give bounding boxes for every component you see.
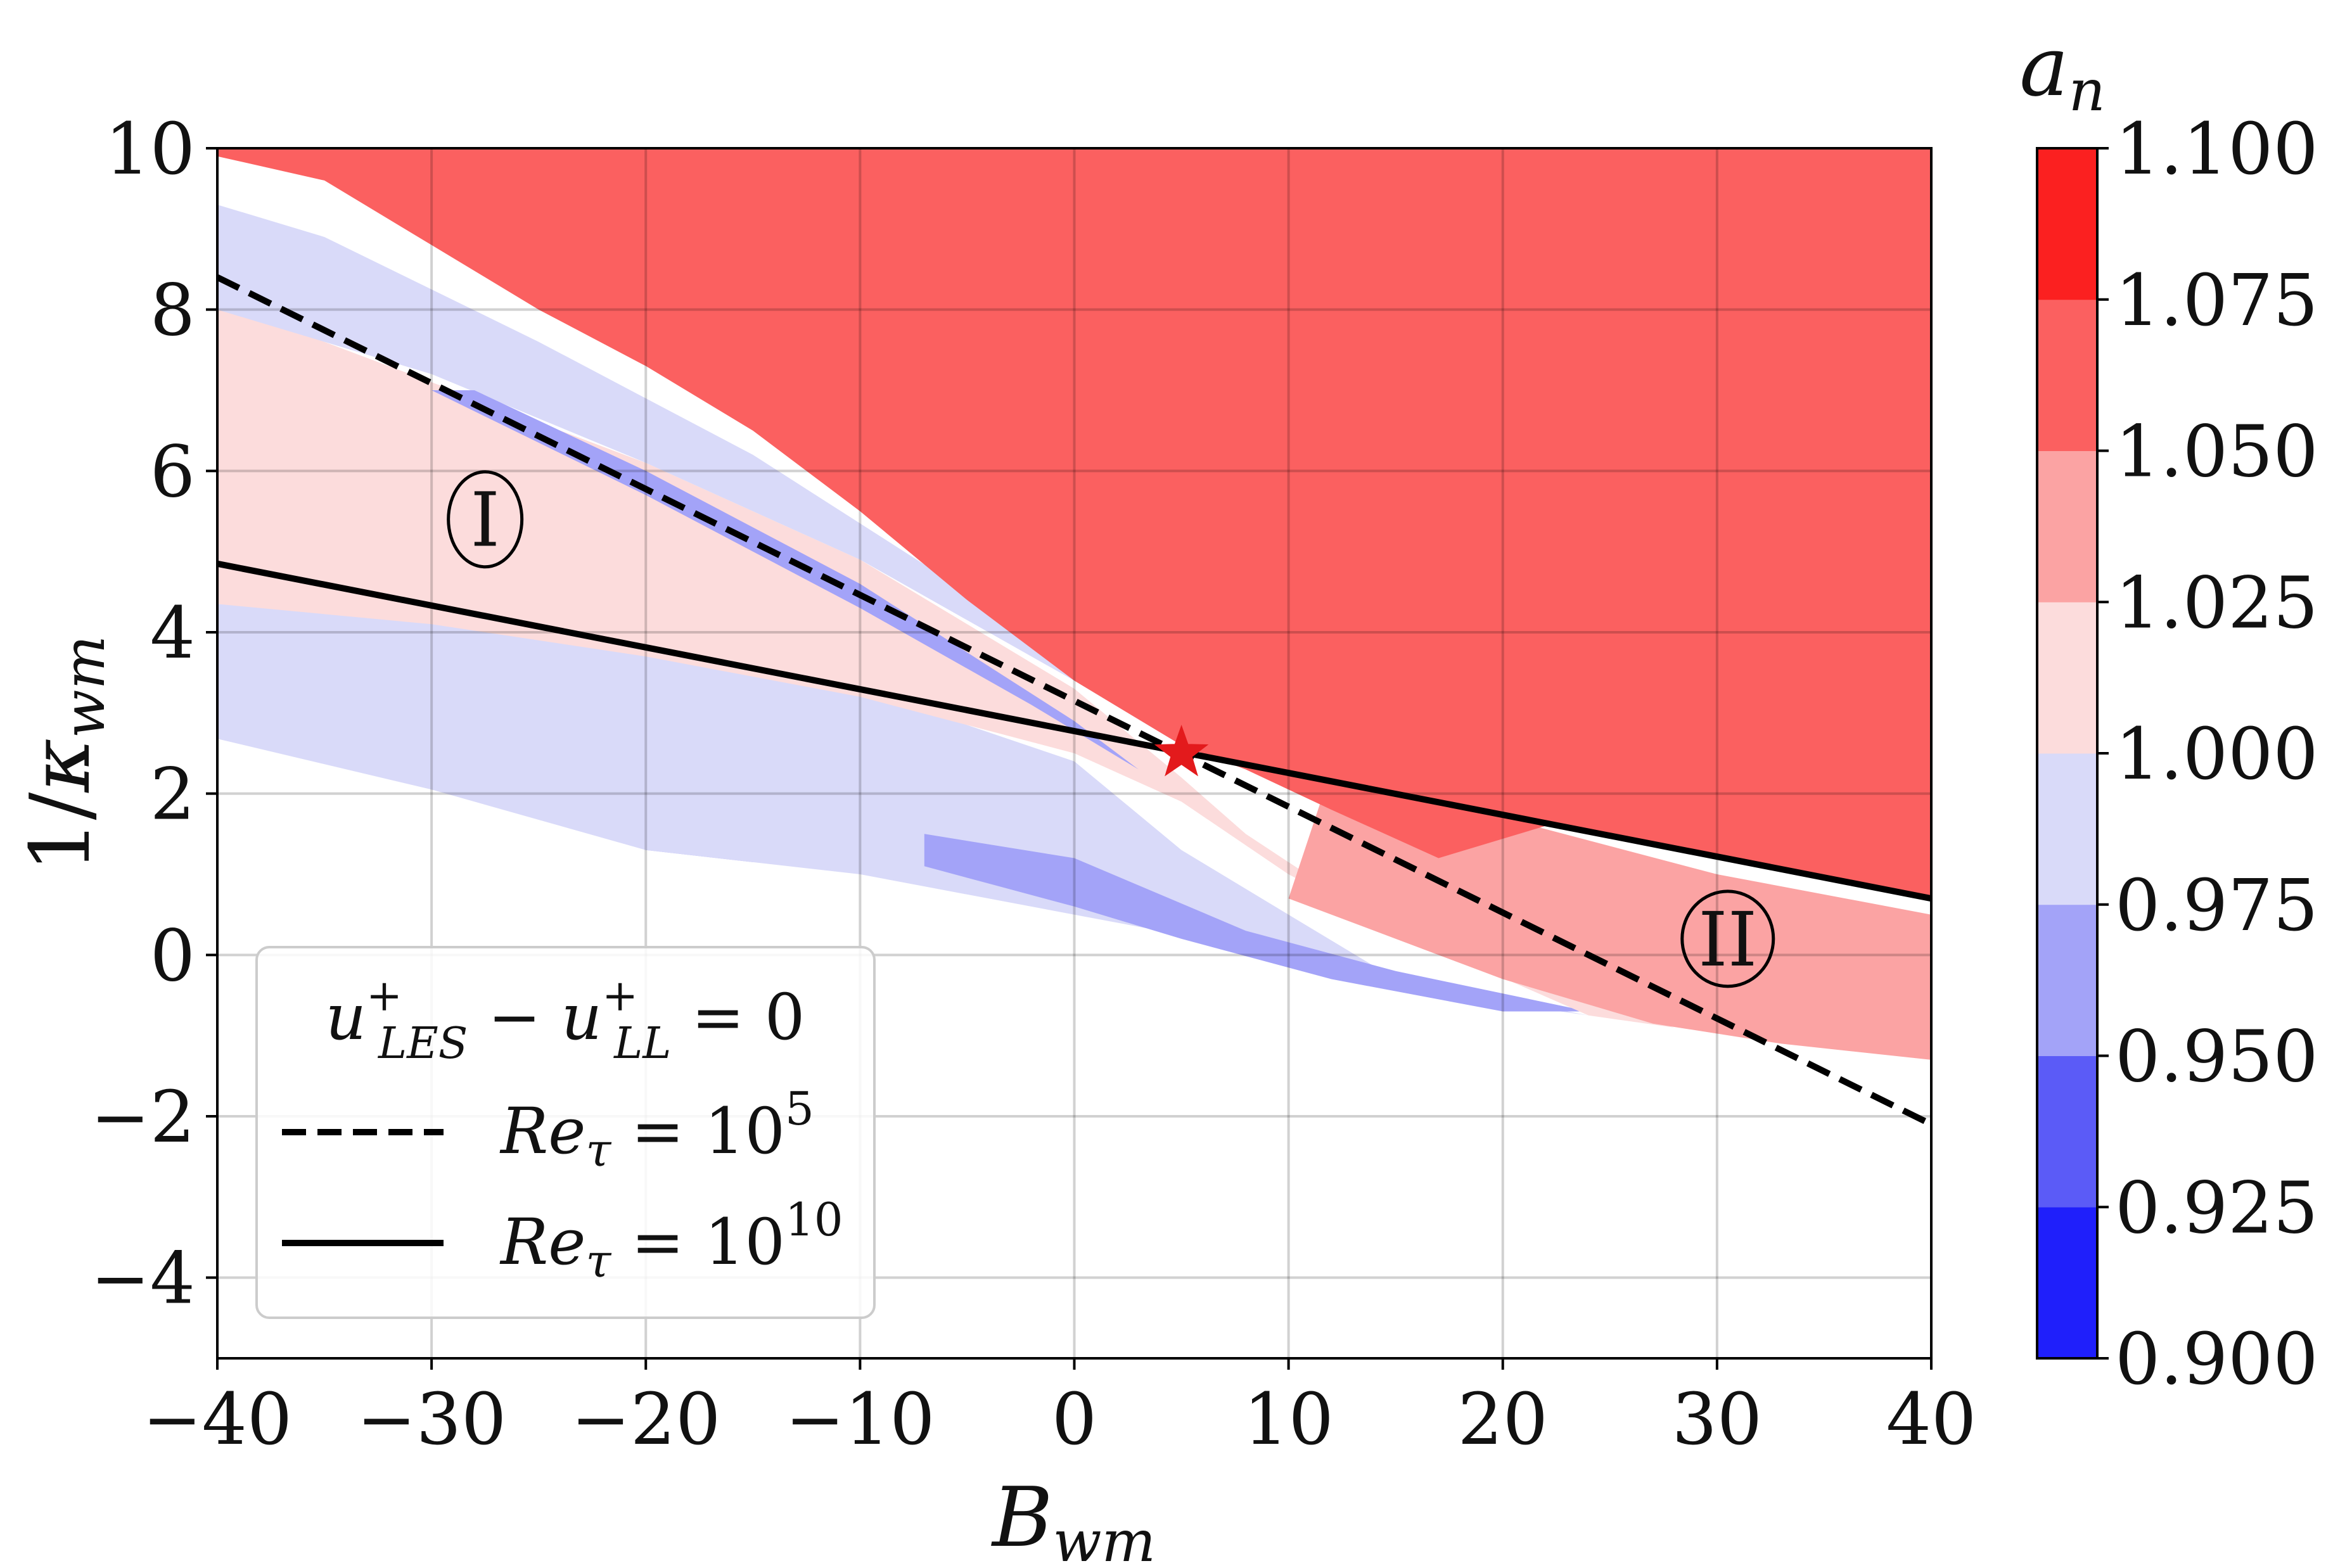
heatmap-area bbox=[217, 148, 1931, 1060]
colorbar-tick-label-4: 1.000 bbox=[2115, 713, 2318, 796]
colorbar-tick-label-3: 0.975 bbox=[2115, 865, 2318, 947]
region-label-II: II bbox=[1698, 896, 1757, 983]
x-tick-label-5: 10 bbox=[1243, 1379, 1334, 1461]
legend-box bbox=[255, 946, 876, 1319]
region-circle-II bbox=[1680, 889, 1775, 988]
y-tick-label-5: 6 bbox=[150, 431, 195, 513]
x-tick-label-7: 30 bbox=[1672, 1379, 1763, 1461]
region-labels: III bbox=[447, 470, 1775, 988]
y-tick-label-3: 2 bbox=[150, 754, 195, 836]
colorbar-cell-2 bbox=[2037, 904, 2097, 1056]
colorbar-tick-label-5: 1.025 bbox=[2115, 562, 2318, 644]
x-tick-label-8: 40 bbox=[1886, 1379, 1977, 1461]
y-axis-label: 1/κwm bbox=[12, 635, 118, 872]
colorbar-tick-label-2: 0.950 bbox=[2115, 1016, 2318, 1099]
colorbar-cell-4 bbox=[2037, 602, 2097, 754]
colorbar-tick-label-6: 1.050 bbox=[2115, 411, 2318, 494]
series-line-solid bbox=[217, 560, 1931, 902]
x-axis-ticks: −40 −30 −20 −10 0 10 20 30 40 bbox=[143, 1358, 1976, 1461]
colorbar-cell-0 bbox=[2037, 1207, 2097, 1359]
y-tick-label-6: 8 bbox=[150, 270, 195, 352]
y-tick-label-0: −4 bbox=[91, 1238, 195, 1320]
heatmap-band-2 bbox=[217, 604, 1588, 1016]
x-axis-label: Bwm bbox=[991, 1469, 1156, 1568]
legend-label-re5: Reτ = 105 bbox=[499, 1082, 814, 1176]
region-circle-I bbox=[447, 470, 524, 569]
colorbar-tick-label-8: 1.100 bbox=[2115, 108, 2318, 191]
colorbar-tick-label-1: 0.925 bbox=[2115, 1167, 2318, 1249]
colorbar-cells bbox=[2037, 148, 2097, 1359]
heatmap-band-3 bbox=[924, 834, 1588, 1012]
y-axis-ticks: −4 −2 0 2 4 6 8 10 bbox=[91, 108, 217, 1320]
colorbar-tick-label-0: 0.900 bbox=[2115, 1318, 2318, 1401]
star-marker bbox=[1154, 725, 1209, 777]
legend-title: u+ LES − u+ LL = 0 bbox=[326, 971, 805, 1069]
region-label-I: I bbox=[470, 476, 500, 564]
x-tick-label-3: −10 bbox=[785, 1379, 935, 1461]
colorbar-tick-label-7: 1.075 bbox=[2115, 260, 2318, 342]
x-tick-label-2: −20 bbox=[571, 1379, 720, 1461]
heatmap-band-5 bbox=[217, 205, 1225, 762]
heatmap-band-4 bbox=[217, 301, 1675, 1028]
heatmap-band-8 bbox=[217, 148, 1931, 899]
series-lines bbox=[217, 274, 1931, 1128]
x-tick-label-4: 0 bbox=[1052, 1379, 1097, 1461]
x-tick-label-6: 20 bbox=[1457, 1379, 1548, 1461]
y-tick-label-2: 0 bbox=[150, 915, 195, 997]
colorbar: 0.900 0.925 0.950 0.975 1.000 1.025 1.050 1.075… bbox=[2019, 18, 2318, 1401]
colorbar-cell-3 bbox=[2037, 753, 2097, 905]
colorbar-cell-6 bbox=[2037, 299, 2097, 451]
legend: u+ LES − u+ LL = 0 Reτ = 105 Reτ = 1010 bbox=[255, 946, 876, 1319]
colorbar-label: an bbox=[2019, 18, 2105, 124]
y-tick-label-1: −2 bbox=[91, 1076, 195, 1159]
x-tick-label-0: −40 bbox=[143, 1379, 292, 1461]
y-tick-label-4: 4 bbox=[150, 592, 195, 675]
reference-marker bbox=[1154, 725, 1209, 777]
y-tick-label-7: 10 bbox=[105, 108, 195, 191]
x-tick-label-1: −30 bbox=[357, 1379, 506, 1461]
colorbar-cell-1 bbox=[2037, 1055, 2097, 1208]
colorbar-ticks: 0.900 0.925 0.950 0.975 1.000 1.025 1.050 1.075… bbox=[2097, 108, 2318, 1401]
colorbar-cell-5 bbox=[2037, 450, 2097, 602]
colorbar-cell-7 bbox=[2037, 148, 2097, 300]
